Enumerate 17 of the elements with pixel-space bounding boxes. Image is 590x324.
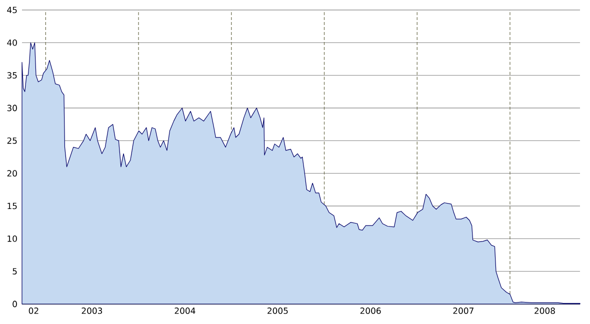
y-tick-label: 0: [12, 300, 17, 308]
x-tick-label: 2008: [534, 308, 555, 314]
x-tick-label: 2007: [453, 308, 474, 314]
x-tick-label: 02: [28, 308, 38, 314]
y-tick-label: 10: [8, 235, 17, 242]
x-tick-label: 2003: [82, 308, 102, 314]
y-tick-label: 35: [7, 72, 17, 79]
x-tick-label: 2006: [360, 308, 381, 314]
y-tick-label: 30: [7, 104, 17, 112]
y-tick-label: 20: [7, 170, 17, 177]
x-tick-label: 2005: [268, 308, 288, 314]
y-tick-label: 45: [7, 6, 17, 14]
y-tick-label: 25: [7, 137, 17, 144]
y-tick-label: 40: [7, 39, 17, 46]
y-tick-label: 5: [12, 268, 17, 274]
x-tick-label: 2004: [174, 308, 196, 314]
y-tick-label: 15: [8, 202, 17, 210]
